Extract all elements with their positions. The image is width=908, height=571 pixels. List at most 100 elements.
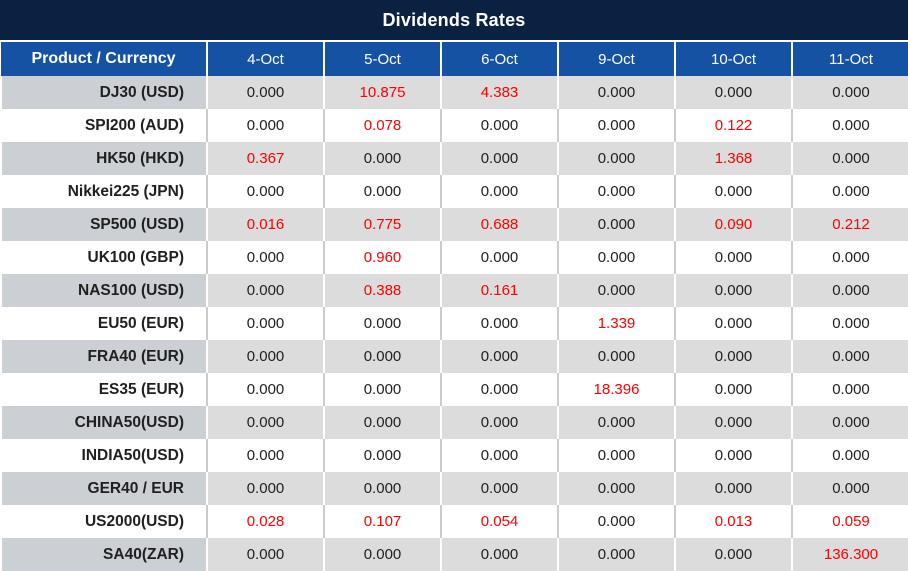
dividends-table: Product / Currency 4-Oct 5-Oct 6-Oct 9-O… bbox=[0, 42, 908, 571]
value-cell: 0.000 bbox=[323, 538, 441, 571]
value-cell: 0.367 bbox=[206, 142, 324, 175]
value-cell: 0.000 bbox=[206, 274, 324, 307]
table-row: INDIA50(USD) 0.000 0.000 0.000 0.000 0.000 0.0… bbox=[1, 439, 908, 472]
product-cell: NAS100 (USD) bbox=[0, 274, 207, 307]
value-cell: 0.000 bbox=[791, 406, 908, 439]
table-row: Nikkei225 (JPN) 0.000 0.000 0.000 0.000 0.000… bbox=[1, 175, 908, 208]
value-cell: 0.000 bbox=[791, 373, 908, 406]
table-row: CHINA50(USD) 0.000 0.000 0.000 0.000 0.000 0.0… bbox=[0, 406, 908, 439]
value-cell: 1.339 bbox=[557, 307, 675, 340]
value-cell: 0.000 bbox=[674, 76, 792, 109]
column-header-4-oct: 4-Oct bbox=[206, 42, 324, 76]
value-cell: 0.054 bbox=[440, 505, 558, 538]
value-cell: 0.000 bbox=[440, 406, 558, 439]
value-cell: 0.000 bbox=[674, 538, 792, 571]
title-divider bbox=[0, 40, 908, 42]
value-cell: 0.000 bbox=[206, 472, 324, 505]
value-cell: 0.000 bbox=[557, 175, 675, 208]
value-cell: 0.000 bbox=[674, 241, 792, 274]
value-cell: 136.300 bbox=[791, 538, 908, 571]
value-cell: 0.000 bbox=[206, 340, 324, 373]
product-cell: CHINA50(USD) bbox=[0, 406, 207, 439]
value-cell: 0.000 bbox=[557, 439, 675, 472]
value-cell: 0.000 bbox=[791, 76, 908, 109]
value-cell: 0.000 bbox=[440, 142, 558, 175]
value-cell: 0.000 bbox=[206, 175, 324, 208]
product-cell: UK100 (GBP) bbox=[1, 241, 207, 274]
column-header-6-oct: 6-Oct bbox=[440, 42, 558, 76]
value-cell: 0.000 bbox=[440, 373, 558, 406]
product-cell: INDIA50(USD) bbox=[1, 439, 207, 472]
value-cell: 0.000 bbox=[440, 340, 558, 373]
table-row: SPI200 (AUD) 0.000 0.078 0.000 0.000 0.122 0.0… bbox=[1, 109, 908, 142]
value-cell: 0.000 bbox=[557, 76, 675, 109]
product-cell: DJ30 (USD) bbox=[0, 76, 207, 109]
table-row: EU50 (EUR) 0.000 0.000 0.000 1.339 0.000 0.000 bbox=[1, 307, 908, 340]
value-cell: 0.000 bbox=[323, 307, 441, 340]
value-cell: 0.000 bbox=[791, 472, 908, 505]
value-cell: 0.688 bbox=[440, 208, 558, 241]
value-cell: 0.000 bbox=[674, 274, 792, 307]
value-cell: 0.000 bbox=[674, 373, 792, 406]
value-cell: 0.000 bbox=[791, 307, 908, 340]
value-cell: 0.000 bbox=[674, 439, 792, 472]
column-header-11-oct: 11-Oct bbox=[791, 42, 908, 76]
value-cell: 0.107 bbox=[323, 505, 441, 538]
value-cell: 0.000 bbox=[440, 241, 558, 274]
value-cell: 0.122 bbox=[674, 109, 792, 142]
column-header-product-currency: Product / Currency bbox=[1, 42, 207, 76]
product-cell: ES35 (EUR) bbox=[1, 373, 207, 406]
value-cell: 0.000 bbox=[674, 307, 792, 340]
value-cell: 0.000 bbox=[557, 340, 675, 373]
value-cell: 0.059 bbox=[791, 505, 908, 538]
dividends-table-body: DJ30 (USD) 0.000 10.875 4.383 0.000 0.000 0.00… bbox=[0, 76, 908, 571]
value-cell: 0.000 bbox=[440, 439, 558, 472]
value-cell: 0.000 bbox=[557, 472, 675, 505]
value-cell: 0.000 bbox=[440, 175, 558, 208]
value-cell: 0.388 bbox=[323, 274, 441, 307]
column-header-10-oct: 10-Oct bbox=[674, 42, 792, 76]
table-header: Product / Currency 4-Oct 5-Oct 6-Oct 9-O… bbox=[1, 42, 908, 76]
header-row: Product / Currency 4-Oct 5-Oct 6-Oct 9-O… bbox=[1, 42, 908, 76]
value-cell: 0.000 bbox=[440, 538, 558, 571]
table-row: SP500 (USD) 0.016 0.775 0.688 0.000 0.090 0.21… bbox=[0, 208, 908, 241]
value-cell: 0.960 bbox=[323, 241, 441, 274]
value-cell: 0.078 bbox=[323, 109, 441, 142]
value-cell: 1.368 bbox=[674, 142, 792, 175]
value-cell: 0.775 bbox=[323, 208, 441, 241]
product-cell: Nikkei225 (JPN) bbox=[1, 175, 207, 208]
value-cell: 0.000 bbox=[206, 241, 324, 274]
product-cell: US2000(USD) bbox=[1, 505, 207, 538]
value-cell: 0.000 bbox=[791, 439, 908, 472]
value-cell: 0.000 bbox=[557, 505, 675, 538]
value-cell: 0.000 bbox=[791, 109, 908, 142]
value-cell: 4.383 bbox=[440, 76, 558, 109]
table-row: ES35 (EUR) 0.000 0.000 0.000 18.396 0.000 0.00… bbox=[1, 373, 908, 406]
value-cell: 0.000 bbox=[440, 472, 558, 505]
table-row: NAS100 (USD) 0.000 0.388 0.161 0.000 0.000 0.0… bbox=[0, 274, 908, 307]
product-cell: SPI200 (AUD) bbox=[1, 109, 207, 142]
column-header-9-oct: 9-Oct bbox=[557, 42, 675, 76]
value-cell: 0.000 bbox=[557, 538, 675, 571]
value-cell: 0.000 bbox=[674, 175, 792, 208]
value-cell: 0.000 bbox=[206, 439, 324, 472]
value-cell: 0.000 bbox=[557, 208, 675, 241]
value-cell: 0.000 bbox=[674, 406, 792, 439]
product-cell: EU50 (EUR) bbox=[1, 307, 207, 340]
value-cell: 0.000 bbox=[791, 274, 908, 307]
value-cell: 0.000 bbox=[323, 142, 441, 175]
product-cell: HK50 (HKD) bbox=[0, 142, 207, 175]
table-row: SA40(ZAR) 0.000 0.000 0.000 0.000 0.000 136.30… bbox=[0, 538, 908, 571]
value-cell: 0.000 bbox=[323, 175, 441, 208]
value-cell: 18.396 bbox=[557, 373, 675, 406]
value-cell: 0.000 bbox=[440, 307, 558, 340]
value-cell: 0.000 bbox=[323, 439, 441, 472]
value-cell: 0.000 bbox=[557, 406, 675, 439]
value-cell: 0.000 bbox=[791, 142, 908, 175]
value-cell: 0.000 bbox=[323, 373, 441, 406]
value-cell: 0.000 bbox=[791, 175, 908, 208]
value-cell: 0.000 bbox=[206, 406, 324, 439]
value-cell: 0.028 bbox=[206, 505, 324, 538]
value-cell: 0.000 bbox=[674, 340, 792, 373]
value-cell: 0.000 bbox=[674, 472, 792, 505]
